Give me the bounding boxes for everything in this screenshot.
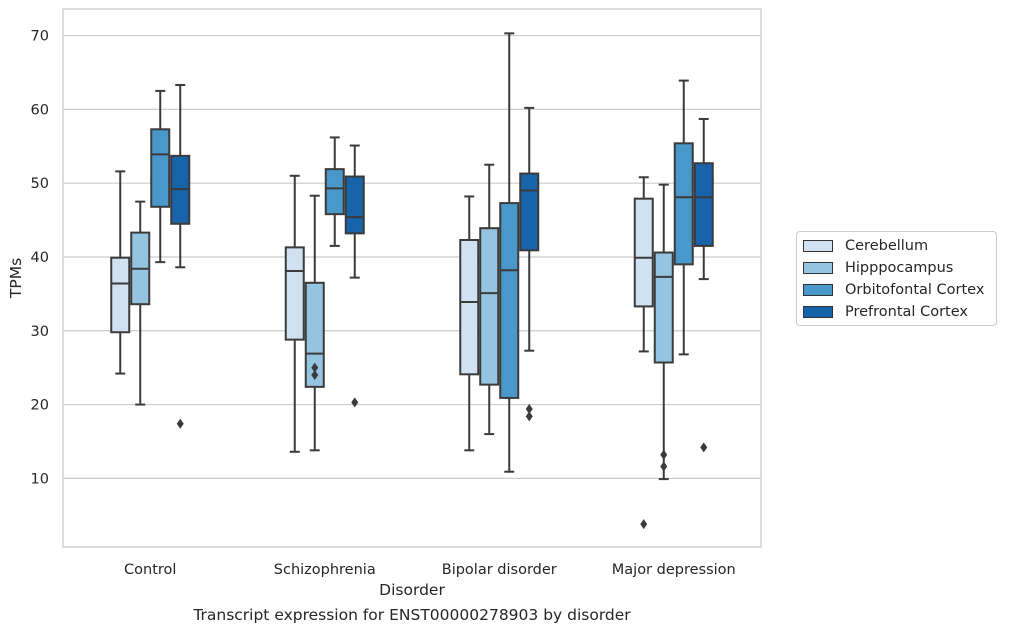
box-body bbox=[110, 256, 131, 334]
legend-swatch-prefrontal bbox=[803, 306, 833, 318]
box-body bbox=[499, 202, 520, 399]
x-tick-2: Bipolar disorder bbox=[442, 562, 557, 578]
box-body bbox=[673, 142, 694, 266]
x-axis-label: Disorder bbox=[379, 581, 445, 599]
y-tick-70: 70 bbox=[31, 29, 49, 45]
box-2-2 bbox=[499, 32, 520, 473]
box-body bbox=[693, 162, 714, 247]
outlier-1 bbox=[525, 403, 533, 414]
x-tick-3: Major depression bbox=[612, 562, 736, 578]
legend-label-hippocampus: Hipppocampus bbox=[845, 260, 954, 276]
x-tick-labels: Control Schizophrenia Bipolar disorder Majo… bbox=[124, 562, 736, 578]
y-axis-label: TPMs bbox=[7, 258, 25, 299]
outlier-1 bbox=[311, 362, 319, 373]
outlier-0 bbox=[525, 411, 533, 422]
box-0-2 bbox=[459, 195, 480, 452]
outlier-1 bbox=[660, 449, 668, 460]
x-tick-1: Schizophrenia bbox=[274, 562, 376, 578]
box-body bbox=[633, 197, 654, 308]
box-1-0 bbox=[130, 200, 151, 406]
x-tick-0: Control bbox=[124, 562, 176, 578]
outlier-0 bbox=[311, 370, 319, 381]
box-3-3 bbox=[693, 117, 714, 453]
box-3-1 bbox=[344, 144, 365, 408]
legend-item-prefrontal: Prefrontal Cortex bbox=[803, 301, 968, 323]
y-tick-60: 60 bbox=[31, 102, 49, 118]
legend-swatch-hippocampus bbox=[803, 262, 833, 274]
box-body bbox=[324, 168, 345, 216]
outlier-0 bbox=[640, 519, 648, 530]
box-body bbox=[479, 227, 500, 386]
y-tick-20: 20 bbox=[31, 398, 49, 414]
y-tick-10: 10 bbox=[31, 471, 49, 487]
chart-caption: Transcript expression for ENST0000027890… bbox=[193, 606, 631, 624]
box-body bbox=[150, 128, 171, 208]
box-body bbox=[653, 251, 674, 364]
legend-item-orbitofrontal: Orbitofontal Cortex bbox=[803, 279, 984, 301]
outlier-0 bbox=[351, 397, 359, 408]
box-3-2 bbox=[519, 106, 540, 422]
box-body bbox=[344, 175, 365, 235]
box-body bbox=[304, 281, 325, 388]
box-1-3 bbox=[653, 183, 674, 481]
legend-label-prefrontal: Prefrontal Cortex bbox=[845, 304, 968, 320]
y-tick-50: 50 bbox=[31, 176, 49, 192]
box-groups bbox=[110, 32, 714, 530]
box-0-1 bbox=[284, 174, 305, 453]
outlier-0 bbox=[176, 418, 184, 429]
box-1-2 bbox=[479, 163, 500, 436]
outlier-0 bbox=[700, 442, 708, 453]
legend-item-hippocampus: Hipppocampus bbox=[803, 257, 953, 279]
box-0-3 bbox=[633, 176, 654, 530]
legend-label-cerebellum: Cerebellum bbox=[845, 238, 929, 254]
legend-swatch-orbitofrontal bbox=[803, 284, 833, 296]
box-2-0 bbox=[150, 89, 171, 264]
box-body bbox=[459, 238, 480, 376]
y-tick-40: 40 bbox=[31, 250, 49, 266]
legend: Cerebellum Hipppocampus Orbitofontal Cor… bbox=[796, 231, 997, 326]
box-body bbox=[519, 172, 540, 252]
legend-label-orbitofrontal: Orbitofontal Cortex bbox=[845, 282, 985, 298]
box-0-0 bbox=[110, 170, 131, 375]
box-3-0 bbox=[170, 84, 191, 429]
box-2-1 bbox=[324, 136, 345, 247]
legend-swatch-cerebellum bbox=[803, 240, 833, 252]
y-tick-labels: 10 20 30 40 50 60 70 bbox=[31, 29, 49, 488]
y-tick-30: 30 bbox=[31, 324, 49, 340]
box-1-1 bbox=[304, 194, 325, 452]
box-2-3 bbox=[673, 79, 694, 356]
legend-item-cerebellum: Cerebellum bbox=[803, 235, 928, 257]
box-body bbox=[284, 246, 305, 341]
outlier-0 bbox=[660, 461, 668, 472]
